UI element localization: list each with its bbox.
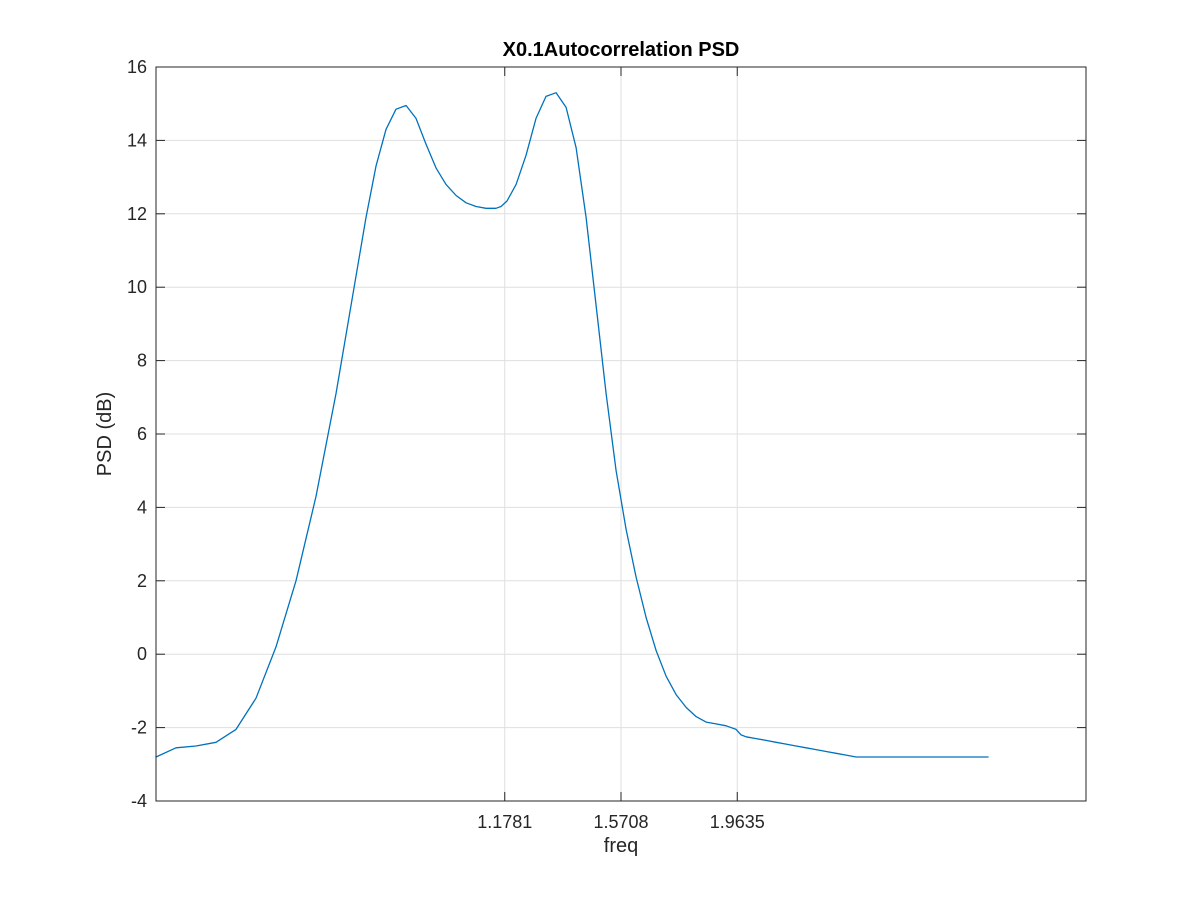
x-tick-label: 1.9635 [710,812,765,832]
y-tick-label: 2 [137,571,147,591]
y-tick-label: 16 [127,57,147,77]
tick-marks [156,66,1086,802]
y-tick-label: -4 [131,791,147,811]
y-tick-label: 14 [127,130,147,150]
y-tick-label: 6 [137,424,147,444]
y-tick-label: 0 [137,644,147,664]
y-axis-title: PSD (dB) [94,392,116,476]
x-tick-label: 1.5708 [593,812,648,832]
y-tick-label: 8 [137,351,147,371]
chart-title: X0.1Autocorrelation PSD [503,39,740,61]
y-tick-label: 12 [127,204,147,224]
x-tick-label: 1.1781 [477,812,532,832]
y-tick-label: 10 [127,277,147,297]
y-tick-label: 4 [137,497,147,517]
tick-labels: -4 -2 0 2 4 6 8 10 12 14 16 1.1781 1.5708 1.9635 [127,57,765,832]
series-layer [155,92,989,758]
series-line-0 [155,92,989,758]
x-axis-title: freq [604,835,638,857]
y-tick-label: -2 [131,718,147,738]
